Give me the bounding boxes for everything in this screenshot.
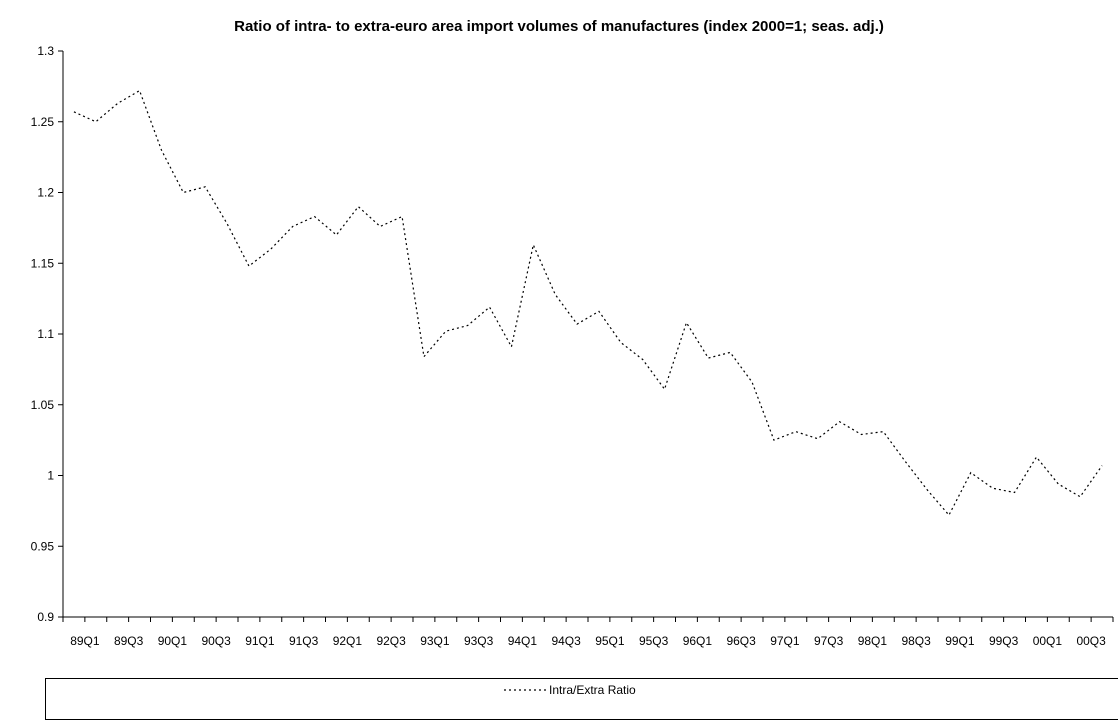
x-tick-label: 00Q1 [1033, 634, 1063, 648]
y-tick-label: 0.95 [31, 539, 55, 553]
x-tick-label: 95Q3 [639, 634, 669, 648]
y-tick-label: 0.9 [37, 610, 54, 624]
data-point [620, 341, 622, 343]
x-tick-label: 89Q3 [114, 634, 144, 648]
x-tick-label: 98Q3 [901, 634, 931, 648]
y-tick-label: 1.2 [37, 186, 54, 200]
x-tick-label: 96Q1 [683, 634, 713, 648]
x-tick-label: 89Q1 [70, 634, 100, 648]
data-point [685, 321, 687, 323]
x-tick-label: 94Q1 [508, 634, 538, 648]
x-tick-label: 99Q1 [945, 634, 975, 648]
x-axis: 89Q1 89Q3 90Q1 90Q3 91Q1 91Q3 92Q1 92Q3 93Q1 93Q3… [62, 616, 1114, 648]
x-tick-label: 91Q3 [289, 634, 319, 648]
chart-title: Ratio of intra- to extra-euro area impor… [234, 18, 884, 35]
legend-label-intra-extra-ratio: Intra/Extra Ratio [549, 683, 636, 697]
x-tick-label: 94Q3 [551, 634, 581, 648]
x-tick-label: 97Q3 [814, 634, 844, 648]
x-tick-label: 95Q1 [595, 634, 625, 648]
series-group [73, 89, 1103, 517]
x-tick-label: 93Q3 [464, 634, 494, 648]
y-tick-label: 1.05 [31, 398, 55, 412]
y-tick-label: 1.3 [37, 44, 54, 58]
y-axis: 0.9 0.95 1 1.05 1.1 1.15 1.2 1.25 1.3 [31, 44, 64, 624]
x-tick-label: 91Q1 [245, 634, 275, 648]
x-tick-label: 90Q1 [158, 634, 188, 648]
x-tick-label: 93Q1 [420, 634, 450, 648]
legend-swatch-intra-extra-ratio [504, 689, 546, 691]
data-point [991, 487, 993, 489]
data-point [1101, 464, 1103, 466]
y-tick-label: 1.25 [31, 115, 55, 129]
x-tick-label: 00Q3 [1076, 634, 1106, 648]
series-line-intra-extra-ratio [73, 89, 1103, 517]
x-tick-label: 99Q3 [989, 634, 1019, 648]
data-point [182, 191, 184, 193]
data-point [401, 215, 403, 217]
x-tick-label: 92Q1 [333, 634, 363, 648]
y-tick-label: 1.15 [31, 256, 55, 270]
x-tick-label: 98Q1 [858, 634, 888, 648]
x-tick-label: 96Q3 [726, 634, 756, 648]
x-tick-label: 92Q3 [376, 634, 406, 648]
legend: Intra/Extra Ratio [45, 678, 1118, 720]
y-tick-label: 1.1 [37, 327, 54, 341]
x-tick-label: 90Q3 [201, 634, 231, 648]
y-tick-label: 1 [47, 469, 54, 483]
data-point [445, 330, 447, 332]
data-point [554, 293, 556, 295]
x-tick-label: 97Q1 [770, 634, 800, 648]
